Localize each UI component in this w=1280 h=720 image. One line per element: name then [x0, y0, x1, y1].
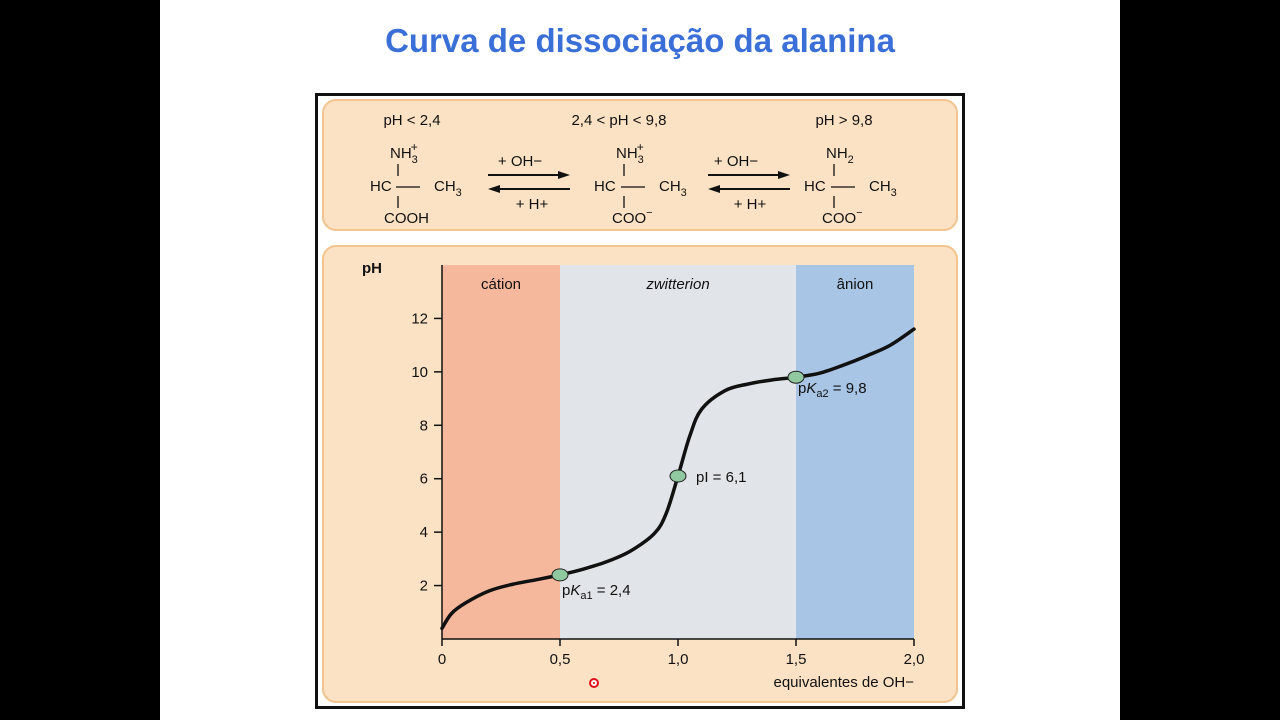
curve-layer: [440, 327, 916, 631]
slide: Curva de dissociação da alanina pH < 2,4…: [160, 0, 1120, 720]
y-tick-label: 4: [420, 524, 428, 541]
region-label-1: zwitterion: [645, 276, 709, 293]
y-tick-label: 2: [420, 578, 428, 595]
x-tick-label: 0: [438, 651, 446, 668]
inflection-point-marker: [787, 370, 805, 384]
region-label-0: cátion: [481, 276, 521, 293]
x-tick-label: 2,0: [904, 651, 925, 668]
amino-group: NH2: [826, 145, 854, 166]
methyl-group: CH3: [869, 178, 897, 199]
annotations-layer: pKa1 = 2,4 pI = 6,1 pKa2 = 9,8: [551, 370, 867, 602]
methyl-group: CH3: [659, 178, 687, 199]
carboxyl-group: COOH: [384, 210, 429, 227]
x-tick-label: 1,5: [786, 651, 807, 668]
inflection-point-label: pKa1 = 2,4: [562, 582, 631, 602]
inflection-point-label: pI = 6,1: [696, 469, 746, 486]
y-axis-label: pH: [362, 260, 382, 277]
amino-group: NH3+: [390, 140, 418, 166]
range-label-neutral: 2,4 < pH < 9,8: [571, 112, 666, 129]
titration-chart-panel: cátion zwitterion ânion 2 4 6 8 10 12 0 0,5 1,0 1,5…: [322, 245, 958, 703]
methyl-group: CH3: [434, 178, 462, 199]
x-axis-label: equivalentes de OH−: [773, 674, 914, 691]
range-label-acidic: pH < 2,4: [383, 112, 440, 129]
forward-reagent-label: + OH−: [714, 153, 758, 170]
x-tick-label: 1,0: [668, 651, 689, 668]
forward-reagent-label: + OH−: [498, 153, 542, 170]
arrow-right-icon: [558, 171, 570, 179]
amino-group: NH3+: [616, 140, 644, 166]
titration-curve-0: [440, 327, 916, 631]
carboxylate-group: COO−: [612, 207, 653, 227]
region-band-1: [560, 265, 796, 639]
region-label-2: ânion: [837, 276, 874, 293]
region-band-2: [796, 265, 914, 639]
inflection-point-marker: [551, 568, 569, 582]
figure-frame: pH < 2,4 2,4 < pH < 9,8 pH > 9,8 NH3+ HC…: [315, 93, 965, 709]
species-cation: NH3+ HC CH3 COOH: [370, 140, 462, 227]
backward-reagent-label: + H+: [516, 196, 549, 213]
y-tick-label: 6: [420, 471, 428, 488]
regions-layer: cátion zwitterion ânion: [442, 265, 914, 639]
backward-reagent-label: + H+: [734, 196, 767, 213]
species-anion: NH2 HC CH3 COO−: [804, 145, 897, 227]
equilibrium-arrows-1: + OH− + H+: [488, 153, 570, 213]
titration-chart: cátion zwitterion ânion 2 4 6 8 10 12 0 0,5 1,0 1,5…: [362, 260, 924, 691]
equilibrium-arrows-2: + OH− + H+: [708, 153, 790, 213]
arrow-right-icon: [778, 171, 790, 179]
equilibrium-diagram: pH < 2,4 2,4 < pH < 9,8 pH > 9,8 NH3+ HC…: [370, 112, 897, 227]
carboxylate-group: COO−: [822, 207, 863, 227]
equilibrium-panel: pH < 2,4 2,4 < pH < 9,8 pH > 9,8 NH3+ HC…: [322, 99, 958, 231]
alpha-carbon: HC: [370, 178, 392, 195]
alpha-carbon: HC: [804, 178, 826, 195]
region-band-0: [442, 265, 560, 639]
y-tick-label: 10: [411, 364, 428, 381]
inflection-point-label: pKa2 = 9,8: [798, 380, 867, 400]
inflection-point-marker: [669, 469, 687, 483]
range-label-basic: pH > 9,8: [815, 112, 872, 129]
axes-layer: 2 4 6 8 10 12 0 0,5 1,0 1,5 2,0: [411, 265, 924, 668]
species-zwitterion: NH3+ HC CH3 COO−: [594, 140, 687, 227]
slide-title: Curva de dissociação da alanina: [385, 22, 895, 59]
alpha-carbon: HC: [594, 178, 616, 195]
arrow-left-icon: [708, 185, 720, 193]
arrow-left-icon: [488, 185, 500, 193]
x-tick-label: 0,5: [550, 651, 571, 668]
y-tick-label: 8: [420, 417, 428, 434]
cursor-pointer-icon: [589, 678, 599, 688]
y-tick-label: 12: [411, 310, 428, 327]
